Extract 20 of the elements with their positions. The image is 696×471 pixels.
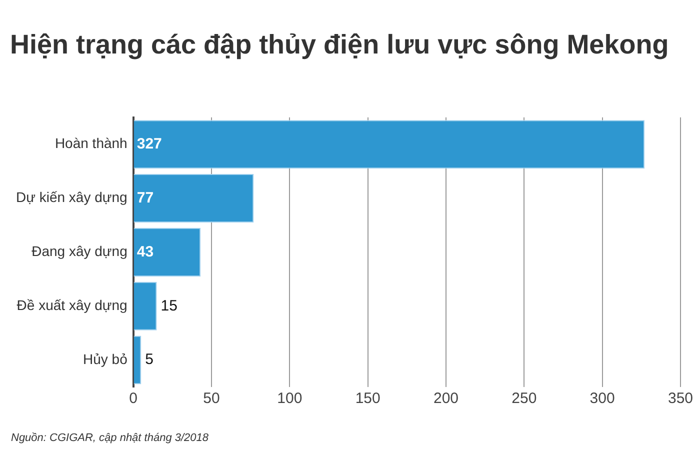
x-tick-label: 150 (355, 390, 380, 408)
data-label: 43 (136, 243, 154, 260)
chart-title: Hiện trạng các đập thủy điện lưu vực sông Mekong (10, 30, 669, 60)
x-tick-label: 350 (668, 390, 693, 408)
data-label: 5 (145, 351, 154, 368)
data-label: 15 (160, 297, 178, 314)
y-tick-label: Đang xây dựng (32, 243, 128, 260)
x-tick-label: 200 (433, 390, 459, 408)
data-label: 77 (136, 189, 154, 206)
x-tick-label: 50 (203, 390, 220, 408)
y-tick-label: Hoàn thành (54, 135, 128, 152)
x-tick-label: 250 (512, 390, 537, 408)
y-tick-label: Dự kiến xây dựng (16, 189, 128, 206)
y-tick-label: Hủy bỏ (82, 350, 128, 367)
y-tick-label: Đề xuất xây dựng (16, 296, 128, 313)
text: Nguồn: CGIGAR, cập nhật tháng 3/2018 (11, 432, 210, 444)
x-tick-label: 100 (277, 390, 302, 408)
x-tick-label: 0 (129, 390, 138, 408)
data-label: 327 (136, 136, 162, 152)
x-tick-label: 300 (590, 390, 615, 408)
